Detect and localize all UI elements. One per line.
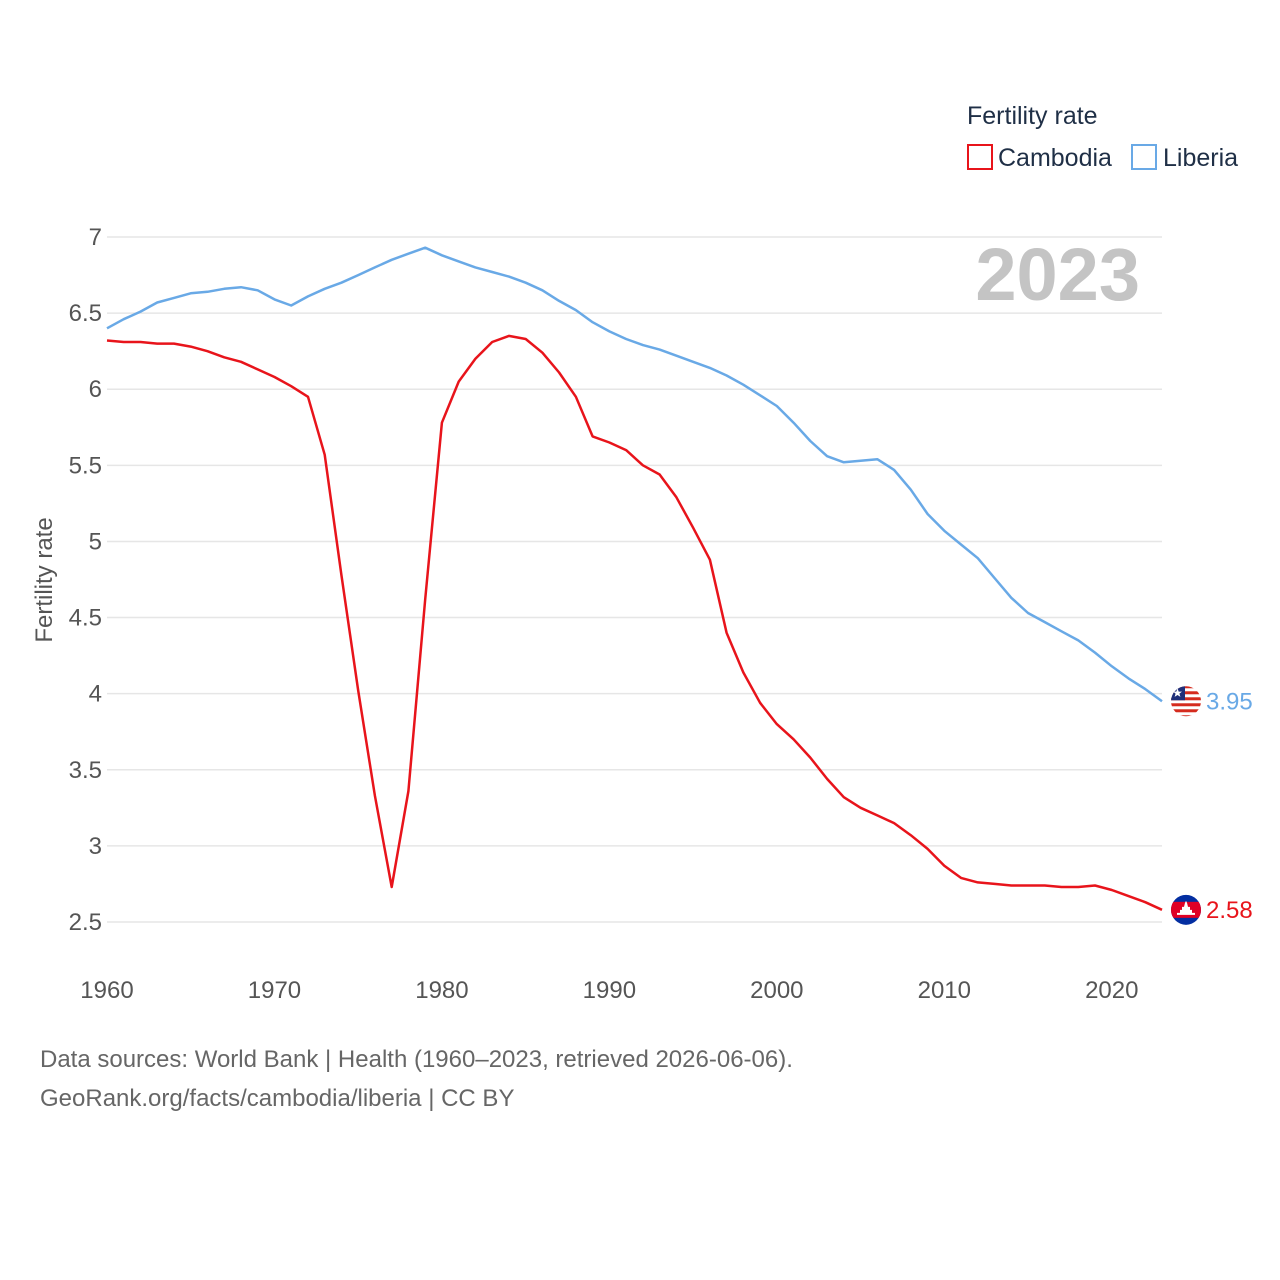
cambodia-end-marker: 2.58: [1171, 894, 1253, 925]
legend-item-liberia[interactable]: Liberia: [1131, 144, 1238, 172]
y-tick-label: 3.5: [69, 757, 102, 784]
y-tick-label: 6: [89, 376, 102, 403]
x-tick-label: 1970: [248, 977, 301, 1004]
y-tick-label: 2.5: [69, 909, 102, 936]
legend-label-cambodia: Cambodia: [998, 144, 1112, 172]
series-line-cambodia[interactable]: [106, 334, 1163, 911]
liberia-end-value: 3.95: [1206, 688, 1253, 715]
legend-item-cambodia[interactable]: Cambodia: [967, 144, 1112, 172]
x-tick-label: 1960: [80, 977, 133, 1004]
y-tick-label: 4.5: [69, 605, 102, 632]
source-line-1: Data sources: World Bank | Health (1960–…: [40, 1046, 793, 1073]
y-axis-label: Fertility rate: [31, 517, 58, 642]
y-tick-label: 3: [89, 833, 102, 860]
legend-swatch-cambodia: [967, 144, 993, 170]
liberia-flag-icon: [1171, 686, 1201, 717]
grid-lines: [107, 236, 1162, 923]
liberia-end-marker: 3.95: [1171, 686, 1253, 717]
y-tick-label: 4: [89, 681, 102, 708]
source-line-2: GeoRank.org/facts/cambodia/liberia | CC …: [40, 1085, 515, 1112]
x-axis-ticks: 1960 1970 1980 1990 2000 2010 2020: [80, 977, 1138, 1004]
cambodia-end-value: 2.58: [1206, 897, 1253, 924]
y-tick-label: 5.5: [69, 452, 102, 479]
chart: 2.5 3 3.5 4 4.5 5 5.5 6 6.5 7 1960 1970 1980 1990 200…: [31, 102, 1253, 1004]
x-tick-label: 2000: [750, 977, 803, 1004]
x-tick-label: 1990: [583, 977, 636, 1004]
legend: Fertility rate Cambodia Liberia: [967, 102, 1238, 172]
legend-title: Fertility rate: [967, 102, 1098, 130]
y-tick-label: 7: [89, 224, 102, 251]
x-tick-label: 2020: [1085, 977, 1138, 1004]
y-axis-ticks: 2.5 3 3.5 4 4.5 5 5.5 6 6.5 7: [69, 224, 102, 936]
y-tick-label: 5: [89, 528, 102, 555]
y-tick-label: 6.5: [69, 300, 102, 327]
x-tick-label: 2010: [918, 977, 971, 1004]
series-line-liberia[interactable]: [106, 246, 1163, 703]
x-tick-label: 1980: [415, 977, 468, 1004]
cambodia-flag-icon: [1171, 894, 1201, 925]
year-label: 2023: [975, 233, 1140, 316]
series-lines: [106, 246, 1163, 911]
legend-label-liberia: Liberia: [1163, 144, 1238, 172]
legend-swatch-liberia: [1131, 144, 1157, 170]
